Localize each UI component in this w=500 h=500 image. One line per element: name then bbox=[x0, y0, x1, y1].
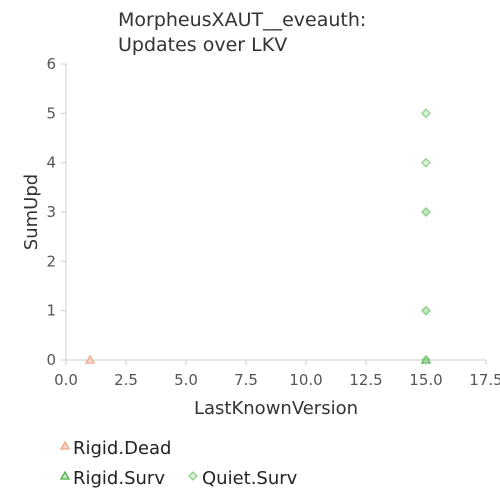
data-point-quiet-surv bbox=[421, 207, 431, 217]
data-point-quiet-surv bbox=[421, 157, 431, 168]
legend-label-rigid-surv: Rigid.Surv bbox=[73, 468, 165, 489]
data-point-quiet-surv bbox=[421, 305, 431, 316]
legend-triangle-marker bbox=[59, 440, 71, 450]
x-tick-label: 5.0 bbox=[174, 371, 198, 389]
data-point-quiet-surv bbox=[421, 108, 431, 119]
x-axis-label: LastKnownVersion bbox=[194, 398, 358, 419]
legend: Rigid.Dead Rigid.Surv Quiet.Surv bbox=[59, 438, 298, 489]
legend-item-rigid-surv[interactable]: Rigid.Surv bbox=[59, 468, 165, 489]
y-axis-label: SumUpd bbox=[21, 174, 42, 250]
x-tick-label: 7.5 bbox=[234, 371, 258, 389]
y-tick-label: 0 bbox=[46, 351, 56, 369]
x-tick-label: 17.5 bbox=[469, 371, 500, 389]
y-tick-label: 3 bbox=[46, 203, 56, 221]
ticks: 0.0 2.5 5.0 7.5 10.0 12.5 15.0 17.5 0 1 2 3 4 5 6 bbox=[46, 55, 500, 389]
chart-title-line-1: MorpheusXAUT__eveauth: bbox=[118, 9, 366, 31]
legend-item-quiet-surv[interactable]: Quiet.Surv bbox=[188, 468, 298, 489]
x-tick-label: 10.0 bbox=[289, 371, 322, 389]
x-tick-label: 0.0 bbox=[54, 371, 78, 389]
data-point-rigid-dead bbox=[84, 354, 96, 364]
x-tick-label: 12.5 bbox=[349, 371, 382, 389]
x-tick-label: 15.0 bbox=[409, 371, 442, 389]
chart-title-line-2: Updates over LKV bbox=[118, 34, 287, 56]
y-tick-label: 4 bbox=[46, 154, 56, 172]
legend-diamond-marker bbox=[188, 471, 198, 481]
legend-item-rigid-dead[interactable]: Rigid.Dead bbox=[59, 438, 171, 459]
x-tick-label: 2.5 bbox=[114, 371, 138, 389]
data-point-quiet-surv bbox=[421, 355, 431, 365]
y-tick-label: 1 bbox=[46, 302, 56, 320]
y-tick-label: 5 bbox=[46, 104, 56, 122]
legend-label-quiet-surv: Quiet.Surv bbox=[202, 468, 298, 489]
data-points bbox=[84, 108, 432, 365]
y-tick-label: 6 bbox=[46, 55, 56, 73]
y-tick-label: 2 bbox=[46, 252, 56, 270]
legend-triangle-marker bbox=[59, 470, 71, 480]
legend-label-rigid-dead: Rigid.Dead bbox=[73, 438, 171, 459]
